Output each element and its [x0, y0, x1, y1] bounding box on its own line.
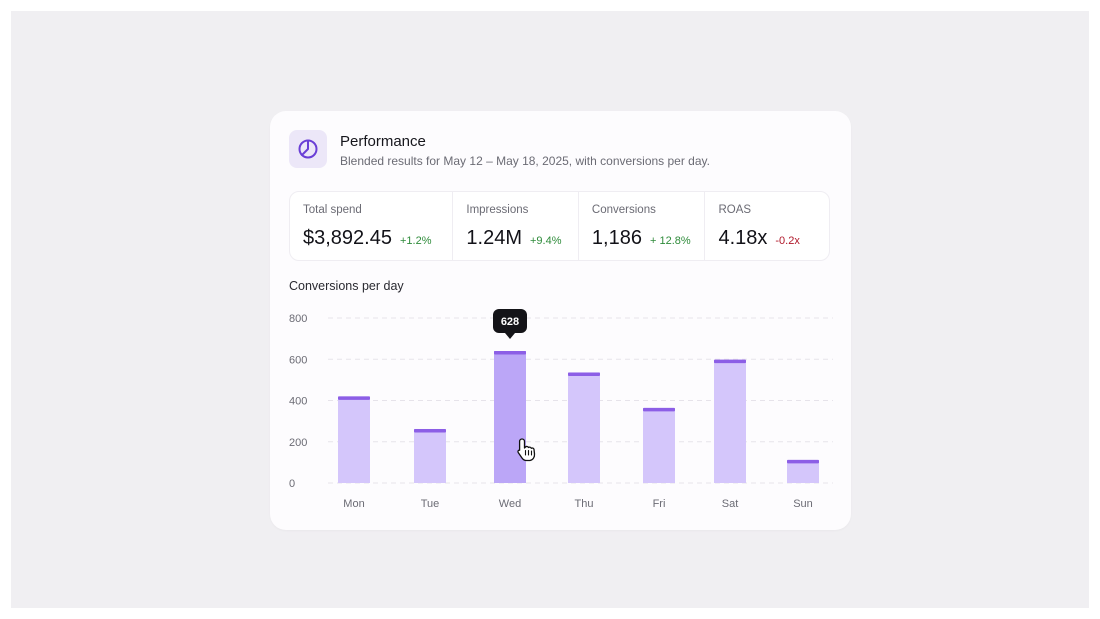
bar-tue	[414, 428, 446, 483]
bar-cap	[338, 396, 370, 400]
stat-label: Impressions	[466, 204, 529, 216]
x-tick-label: Thu	[575, 498, 594, 510]
performance-card: Performance Blended results for May 12 –…	[270, 111, 851, 530]
bar-cap	[494, 351, 526, 355]
value-tooltip: 628	[493, 309, 527, 339]
tooltip-value: 628	[501, 316, 519, 328]
stat-label: Total spend	[303, 204, 362, 216]
bar-mon	[338, 396, 370, 483]
hand-pointer-icon	[517, 438, 536, 462]
stat-conversions: Conversions 1,186 + 12.8%	[577, 192, 705, 260]
stat-value: 1,186	[591, 227, 642, 249]
x-tick-label: Mon	[343, 498, 364, 510]
stat-roas: ROAS 4.18x -0.2x	[704, 192, 829, 260]
x-tick-label: Sat	[722, 498, 739, 510]
conversions-bar-chart: 0 200 400 600 800 Mon Tue Wed Thu Fri Sat Sun 628	[289, 309, 833, 510]
chart-title: Conversions per day	[289, 279, 404, 293]
bar-cap	[568, 372, 600, 376]
bar-wed	[494, 351, 526, 483]
stat-label: ROAS	[718, 204, 752, 216]
bar-fri	[643, 407, 675, 483]
stat-value: $3,892.45	[303, 227, 392, 249]
x-tick-label: Sun	[793, 498, 813, 510]
stat-value: 4.18x	[718, 227, 768, 249]
bar-thu	[568, 372, 600, 483]
stat-delta: +1.2%	[399, 235, 432, 247]
stat-delta: +9.4%	[529, 235, 562, 247]
bar-sat	[714, 359, 746, 483]
stat-impressions: Impressions 1.24M +9.4%	[452, 192, 578, 260]
bar-sun	[787, 459, 819, 483]
y-tick-label: 0	[289, 478, 295, 490]
stat-delta: -0.2x	[775, 235, 800, 247]
bar-cap	[414, 428, 446, 433]
y-tick-label: 200	[289, 437, 307, 449]
stat-label: Conversions	[591, 204, 656, 216]
x-tick-label: Tue	[421, 498, 440, 510]
stat-value: 1.24M	[466, 227, 522, 249]
y-tick-label: 400	[289, 396, 307, 408]
stat-total-spend: Total spend $3,892.45 +1.2%	[290, 192, 452, 260]
y-tick-label: 600	[289, 354, 307, 366]
bar-cap	[643, 407, 675, 412]
stats-row: Total spend $3,892.45 +1.2% Impressions …	[289, 191, 830, 261]
x-tick-label: Fri	[653, 498, 666, 510]
card-title: Performance	[340, 133, 426, 150]
stat-delta: + 12.8%	[649, 235, 691, 247]
card-subtitle: Blended results for May 12 – May 18, 202…	[340, 154, 710, 168]
y-tick-label: 800	[289, 313, 307, 325]
background: Performance Blended results for May 12 –…	[11, 11, 1089, 608]
x-tick-label: Wed	[499, 498, 521, 510]
pie-chart-icon	[289, 130, 327, 168]
bar-cap	[714, 359, 746, 364]
bar-cap	[787, 459, 819, 464]
